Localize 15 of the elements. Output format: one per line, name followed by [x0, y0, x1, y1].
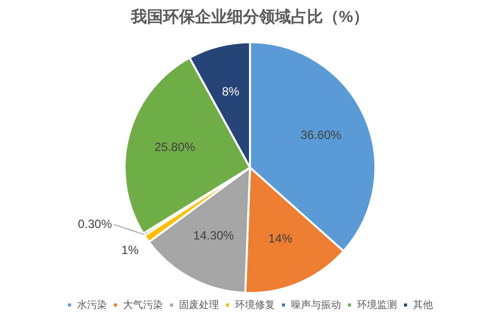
data-label: 0.30%: [78, 216, 112, 231]
legend-label: 固废处理: [179, 298, 219, 311]
legend-label: 环境修复: [235, 298, 275, 311]
legend-label: 环境监测: [357, 298, 397, 311]
data-label: 36.60%: [300, 128, 342, 142]
chart-title: 我国环保企业细分领域占比（%）: [130, 8, 370, 26]
data-label: 14.30%: [193, 228, 234, 243]
legend-label: 大气污染: [123, 298, 163, 311]
data-label: 8%: [222, 84, 240, 99]
legend-label: 其他: [413, 298, 433, 311]
data-label: 14%: [268, 231, 293, 246]
data-label: 1%: [121, 243, 140, 258]
legend-label: 水污染: [77, 298, 107, 311]
data-label: 25.80%: [154, 140, 196, 154]
legend-label: 噪声与振动: [291, 298, 341, 311]
